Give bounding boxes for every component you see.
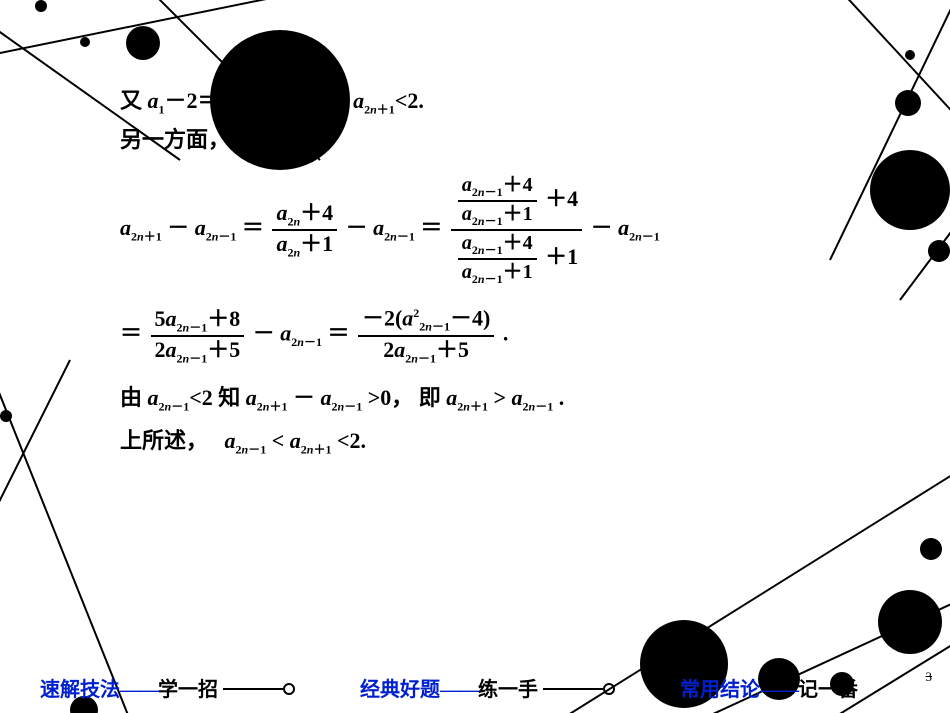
- nav-item-1[interactable]: 速解技法——学一招: [40, 673, 295, 702]
- nav-dot-icon: [283, 683, 295, 695]
- nav-item-3[interactable]: 常用结论——记一番: [680, 673, 858, 702]
- nav-line-icon: [543, 688, 603, 690]
- page-number: 3: [926, 669, 933, 685]
- math-content: 又 a1－2＝－1<0， 所以 a2n＋1<2. 另一方面， a2n＋1 － a…: [120, 90, 880, 469]
- line-5: 由 a2n－1<2 知 a2n＋1 － a2n－1 >0， 即 a2n＋1 > …: [120, 387, 880, 412]
- bottom-nav: 速解技法——学一招 经典好题——练一手 常用结论——记一番: [40, 673, 910, 703]
- line-2: 另一方面，: [120, 129, 880, 151]
- equation-2: ＝ 5a2n－1＋8 2a2n－1＋5 － a2n－1 ＝ －2(a22n－1－…: [120, 307, 880, 364]
- nav-line-icon: [223, 688, 283, 690]
- nav-item-2[interactable]: 经典好题——练一手: [360, 673, 615, 702]
- equation-1: a2n＋1 － a2n－1 ＝ a2n＋4 a2n＋1 － a2n－1 ＝ a2…: [120, 175, 880, 285]
- nav-dot-icon: [603, 683, 615, 695]
- obscured-text: ＝－1: [198, 88, 253, 113]
- line-6: 上所述， a2n－1 < a2n＋1 <2.: [120, 430, 880, 455]
- line-1: 又 a1－2＝－1<0， 所以 a2n＋1<2.: [120, 90, 880, 115]
